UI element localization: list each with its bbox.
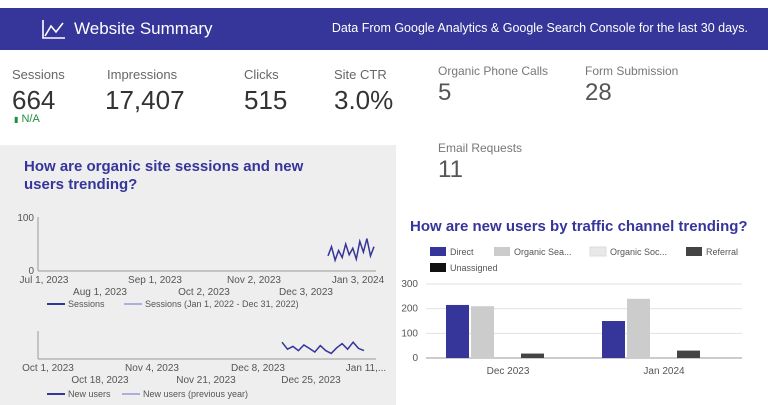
kpi-impressions-label: Impressions xyxy=(107,67,178,82)
header-description: Data From Google Analytics & Google Sear… xyxy=(331,21,748,35)
kpi-sessions-delta: ▮ N/A xyxy=(14,113,40,125)
page-title: Website Summary xyxy=(74,19,213,38)
x-tick-label: Jan 3, 2024 xyxy=(332,275,385,286)
legend-swatch xyxy=(430,247,446,256)
sessions-series-line xyxy=(327,238,375,263)
channel-chart-title: How are new users by traffic channel tre… xyxy=(410,218,748,235)
x-tick-label: Dec 3, 2023 xyxy=(279,287,333,298)
kpi-sessions-label: Sessions xyxy=(12,67,65,82)
legend-swatch xyxy=(686,247,702,256)
x-tick-label: Jan 11,... xyxy=(346,363,386,374)
kpi-email-requests-value: 11 xyxy=(438,156,463,183)
y-tick-label: 300 xyxy=(401,279,418,290)
channel-bar-chart[interactable]: Direct Organic Sea... Organic Soc... Referr… xyxy=(396,244,768,384)
kpi-phone-calls-label: Organic Phone Calls xyxy=(438,64,549,78)
x-tick-label: Dec 2023 xyxy=(487,366,530,377)
x-tick-label: Oct 2, 2023 xyxy=(178,287,230,298)
up-arrow-icon: ▮ xyxy=(14,115,19,124)
x-tick-label: Nov 2, 2023 xyxy=(227,275,281,286)
legend-swatch xyxy=(494,247,510,256)
kpi-email-requests-label: Email Requests xyxy=(438,141,523,155)
kpi-form-submission-label: Form Submission xyxy=(585,64,679,78)
x-tick-label: Jul 1, 2023 xyxy=(20,275,69,286)
legend-label: Organic Soc... xyxy=(610,247,667,257)
bar-direct xyxy=(446,304,469,358)
kpi-ctr-label: Site CTR xyxy=(334,67,387,82)
x-tick-label: Nov 21, 2023 xyxy=(176,375,236,386)
kpi-ctr-value: 3.0% xyxy=(334,85,394,115)
legend-label: Direct xyxy=(450,247,474,257)
header-bar: Website Summary Data From Google Analyti… xyxy=(0,8,768,50)
x-tick-label: Jan 2024 xyxy=(643,366,685,377)
kpi-sessions-value: 664 xyxy=(12,85,56,115)
legend-label: Sessions (Jan 1, 2022 - Dec 31, 2022) xyxy=(145,299,299,309)
bar-organic-sea- xyxy=(471,306,494,358)
trend-panel xyxy=(0,145,396,405)
kpi-phone-calls-value: 5 xyxy=(438,79,452,106)
kpi-clicks-label: Clicks xyxy=(244,67,279,82)
x-tick-label: Oct 1, 2023 xyxy=(22,363,74,374)
x-tick-label: Dec 8, 2023 xyxy=(231,363,285,374)
legend-swatch xyxy=(589,246,607,257)
legend-label: New users (previous year) xyxy=(143,389,248,399)
kpi-impressions-value: 17,407 xyxy=(105,85,185,115)
new-users-series-line xyxy=(281,341,365,355)
x-tick-label: Aug 1, 2023 xyxy=(73,287,127,298)
x-tick-label: Sep 1, 2023 xyxy=(128,275,182,286)
legend-swatch xyxy=(430,263,446,272)
legend-label: New users xyxy=(68,389,111,399)
legend-label: Referral xyxy=(706,247,738,257)
sessions-chart-title: How are organic site sessions and new us… xyxy=(24,158,304,193)
x-tick-label: Dec 25, 2023 xyxy=(281,375,341,386)
bar-referral xyxy=(677,350,700,358)
y-tick-label: 100 xyxy=(17,213,34,224)
kpi-form-submission-value: 28 xyxy=(585,79,612,106)
y-tick-label: 200 xyxy=(401,304,418,315)
y-tick-label: 100 xyxy=(401,328,418,339)
legend-label: Sessions xyxy=(68,299,105,309)
bar-organic-sea- xyxy=(627,298,650,358)
y-tick-label: 0 xyxy=(28,266,34,277)
bar-direct xyxy=(602,321,625,358)
kpi-clicks-value: 515 xyxy=(244,85,288,115)
y-tick-label: 0 xyxy=(412,353,418,364)
new-users-line-chart[interactable]: Oct 1, 2023 Nov 4, 2023 Dec 8, 2023 Jan 11,… xyxy=(0,325,396,405)
delta-value: N/A xyxy=(21,113,40,125)
legend-label: Organic Sea... xyxy=(514,247,572,257)
x-tick-label: Oct 18, 2023 xyxy=(71,375,129,386)
legend-label: Unassigned xyxy=(450,263,498,273)
bar-referral xyxy=(521,353,544,358)
x-tick-label: Nov 4, 2023 xyxy=(125,363,179,374)
area-chart-icon xyxy=(42,20,65,39)
